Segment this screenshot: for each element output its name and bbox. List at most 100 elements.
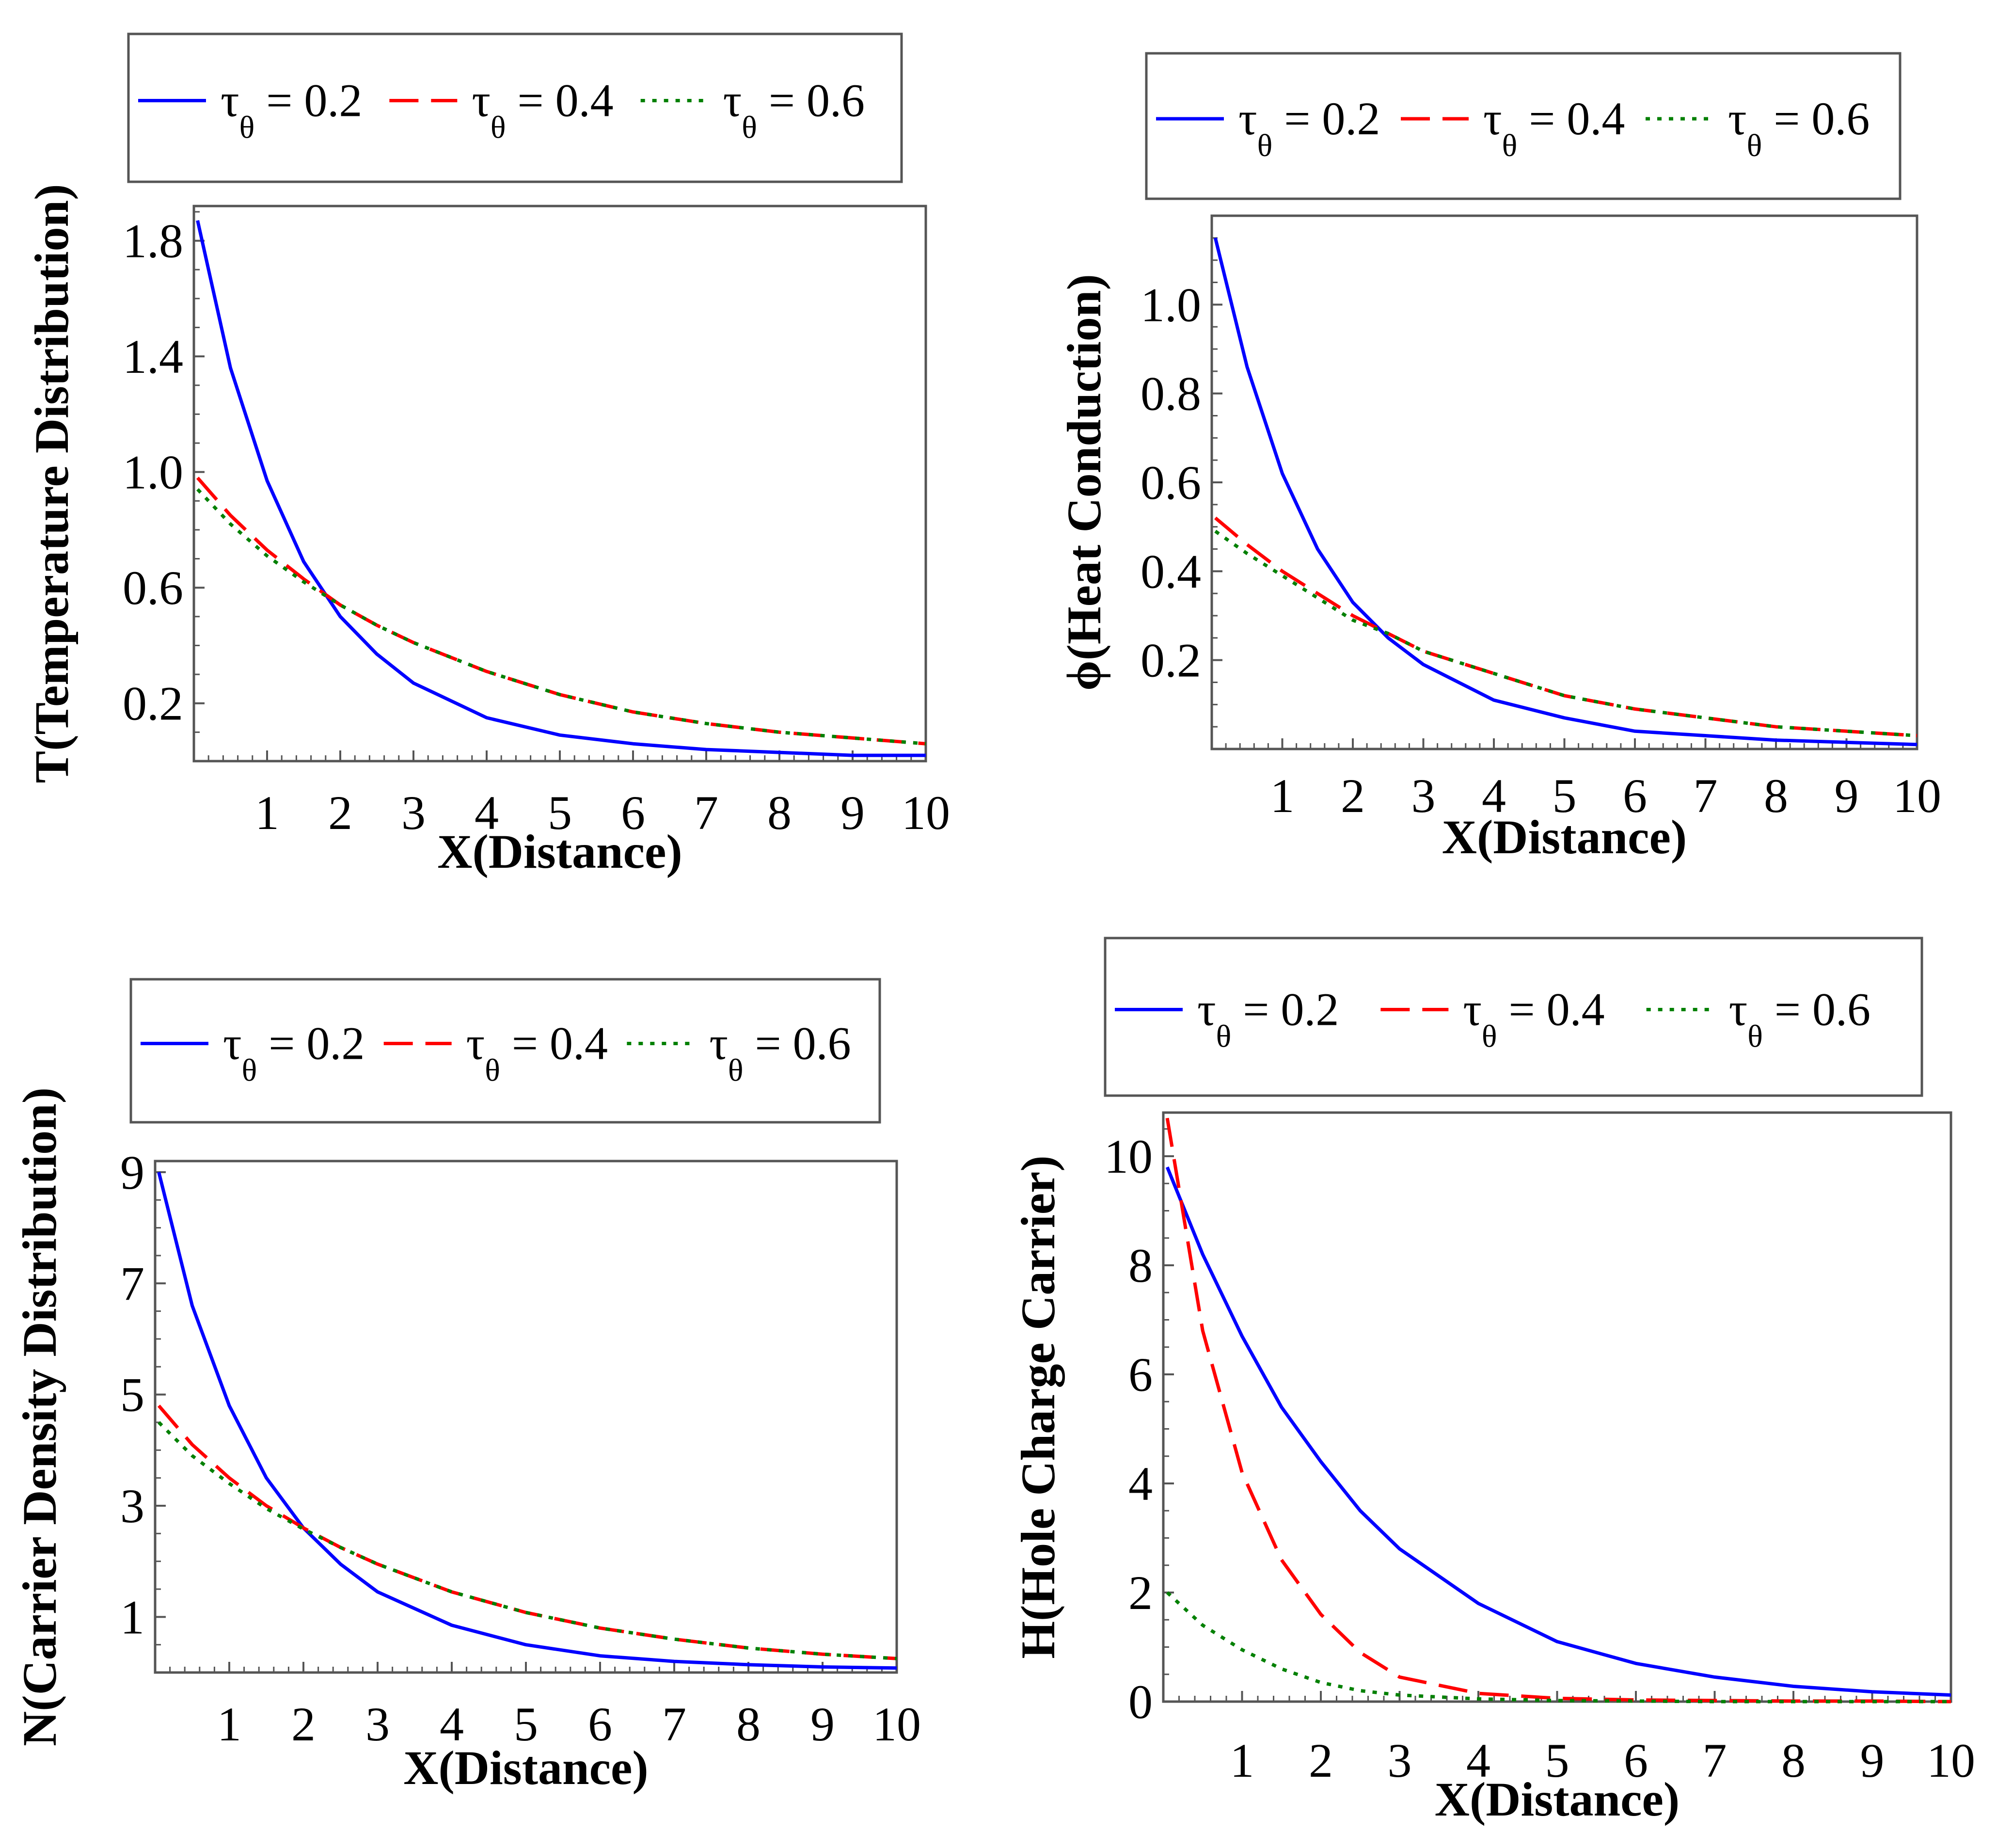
x-tick-label: 2 (328, 786, 352, 840)
legend-label-1: τθ = 0.2 (1238, 93, 1380, 163)
y-tick-label: 3 (120, 1479, 144, 1533)
legend-label-1: τθ = 0.2 (1197, 984, 1339, 1054)
legend-label-3: τθ = 0.6 (709, 1018, 851, 1088)
x-tick-label: 2 (1309, 1734, 1333, 1787)
x-tick-label: 4 (1482, 769, 1506, 823)
x-tick-label: 4 (475, 786, 499, 840)
legend-frame (1145, 52, 1902, 200)
x-tick-label: 3 (1411, 769, 1436, 823)
y-axis-label: H(Hole Charge Carrier) (1011, 1155, 1065, 1658)
x-tick-label: 6 (621, 786, 645, 840)
y-tick-label: 0.2 (1141, 634, 1201, 687)
plot-frame (154, 1160, 898, 1674)
x-tick-label: 9 (810, 1697, 835, 1751)
plot-frame (1210, 214, 1918, 750)
y-tick-label: 0.6 (123, 561, 183, 615)
x-tick-label: 7 (662, 1697, 686, 1751)
legend-label-3: τθ = 0.6 (723, 75, 865, 145)
y-tick-label: 1 (120, 1590, 144, 1644)
x-tick-label: 10 (1893, 769, 1941, 823)
y-axis-label: ϕ(Heat Conduction) (1057, 274, 1111, 691)
legend-label-2: τθ = 0.4 (1483, 93, 1625, 163)
legend-frame (129, 978, 881, 1124)
chart-temperature: 1 2 3 4 5 6 7 8 9 10 0.2 0.6 1.0 1.4 1.8 X(Distance) T(T… (25, 32, 950, 878)
legend: τθ = 0.2 τθ = 0.4 τθ = 0.6 (1104, 937, 1923, 1097)
y-tick-label: 1.0 (123, 446, 183, 499)
y-tick-label: 0.6 (1141, 456, 1201, 510)
chart-heat-conduction: 1 2 3 4 5 6 7 8 9 10 0.2 0.4 0.6 0.8 1.0 X(Distance) ϕ(H… (1057, 52, 1941, 864)
x-tick-label: 9 (1835, 769, 1859, 823)
x-tick-label: 5 (1545, 1734, 1569, 1787)
x-axis-label: X(Distance) (437, 825, 682, 878)
y-tick-label: 1.8 (123, 214, 183, 268)
x-tick-label: 8 (1764, 769, 1788, 823)
series-line-3 (196, 488, 926, 746)
series-line-1 (1213, 237, 1918, 747)
x-tick-label: 4 (440, 1697, 464, 1751)
y-tick-label: 0.2 (123, 677, 183, 731)
legend: τθ = 0.2 τθ = 0.4 τθ = 0.6 (129, 978, 881, 1124)
y-tick-label: 7 (120, 1257, 144, 1310)
x-axis-label: X(Distance) (1435, 1772, 1680, 1826)
x-tick-label: 7 (694, 786, 718, 840)
legend-frame (127, 32, 903, 183)
y-axis-label: N(Carrier Density Distribution) (13, 1087, 66, 1746)
x-tick-label: 9 (840, 786, 865, 840)
series-line-1 (196, 220, 926, 757)
plot-frame (192, 205, 927, 763)
series-line-3 (1166, 1591, 1951, 1704)
x-tick-label: 3 (1388, 1734, 1412, 1787)
y-tick-label: 9 (120, 1146, 144, 1199)
series-line-3 (1214, 529, 1918, 737)
series-line-3 (158, 1421, 897, 1660)
legend-label-2: τθ = 0.4 (472, 75, 613, 145)
x-tick-label: 6 (1623, 769, 1647, 823)
legend-label-2: τθ = 0.4 (466, 1018, 608, 1088)
y-axis-label: T(Temperature Distribution) (25, 184, 79, 783)
x-axis-label: X(Distance) (403, 1741, 648, 1795)
x-tick-label: 3 (401, 786, 426, 840)
legend-label-2: τθ = 0.4 (1463, 984, 1604, 1054)
legend: τθ = 0.2 τθ = 0.4 τθ = 0.6 (1145, 52, 1902, 200)
x-tick-label: 4 (1466, 1734, 1490, 1787)
x-tick-label: 10 (1927, 1734, 1975, 1787)
x-tick-label: 10 (902, 786, 950, 840)
y-tick-label: 0.4 (1141, 544, 1201, 598)
y-tick-label: 5 (120, 1368, 144, 1422)
series-line-2 (1214, 516, 1918, 737)
x-tick-label: 8 (1781, 1734, 1806, 1787)
legend-label-3: τθ = 0.6 (1729, 984, 1870, 1054)
legend-label-3: τθ = 0.6 (1728, 93, 1870, 163)
x-tick-label: 9 (1860, 1734, 1885, 1787)
x-axis-label: X(Distance) (1442, 810, 1687, 864)
chart-hole-charge: 1 2 3 4 5 6 7 8 9 10 0 2 4 6 8 10 X(Distance) H(Hole Char… (1011, 937, 1975, 1826)
legend-label-1: τθ = 0.2 (223, 1018, 365, 1088)
y-tick-label: 0.8 (1141, 367, 1201, 421)
series-line-1 (1165, 1166, 1951, 1697)
y-tick-label: 8 (1128, 1239, 1153, 1292)
y-tick-label: 4 (1128, 1457, 1153, 1511)
x-tick-label: 1 (1230, 1734, 1254, 1787)
series-line-1 (157, 1172, 897, 1670)
series-line-2 (157, 1404, 897, 1660)
x-tick-label: 10 (872, 1697, 921, 1751)
x-tick-label: 5 (1553, 769, 1577, 823)
series-line-2 (196, 477, 926, 746)
x-tick-label: 2 (291, 1697, 316, 1751)
x-tick-label: 7 (1703, 1734, 1727, 1787)
x-tick-label: 8 (767, 786, 792, 840)
x-tick-label: 2 (1341, 769, 1365, 823)
y-tick-label: 1.0 (1141, 278, 1201, 332)
legend-label-1: τθ = 0.2 (221, 75, 362, 145)
y-tick-label: 2 (1128, 1566, 1153, 1620)
x-tick-label: 1 (255, 786, 279, 840)
x-tick-label: 1 (217, 1697, 241, 1751)
x-tick-label: 6 (1624, 1734, 1648, 1787)
x-tick-label: 5 (548, 786, 572, 840)
x-tick-label: 8 (736, 1697, 761, 1751)
y-tick-label: 10 (1104, 1130, 1153, 1183)
y-tick-label: 0 (1128, 1675, 1153, 1729)
x-tick-label: 6 (588, 1697, 612, 1751)
